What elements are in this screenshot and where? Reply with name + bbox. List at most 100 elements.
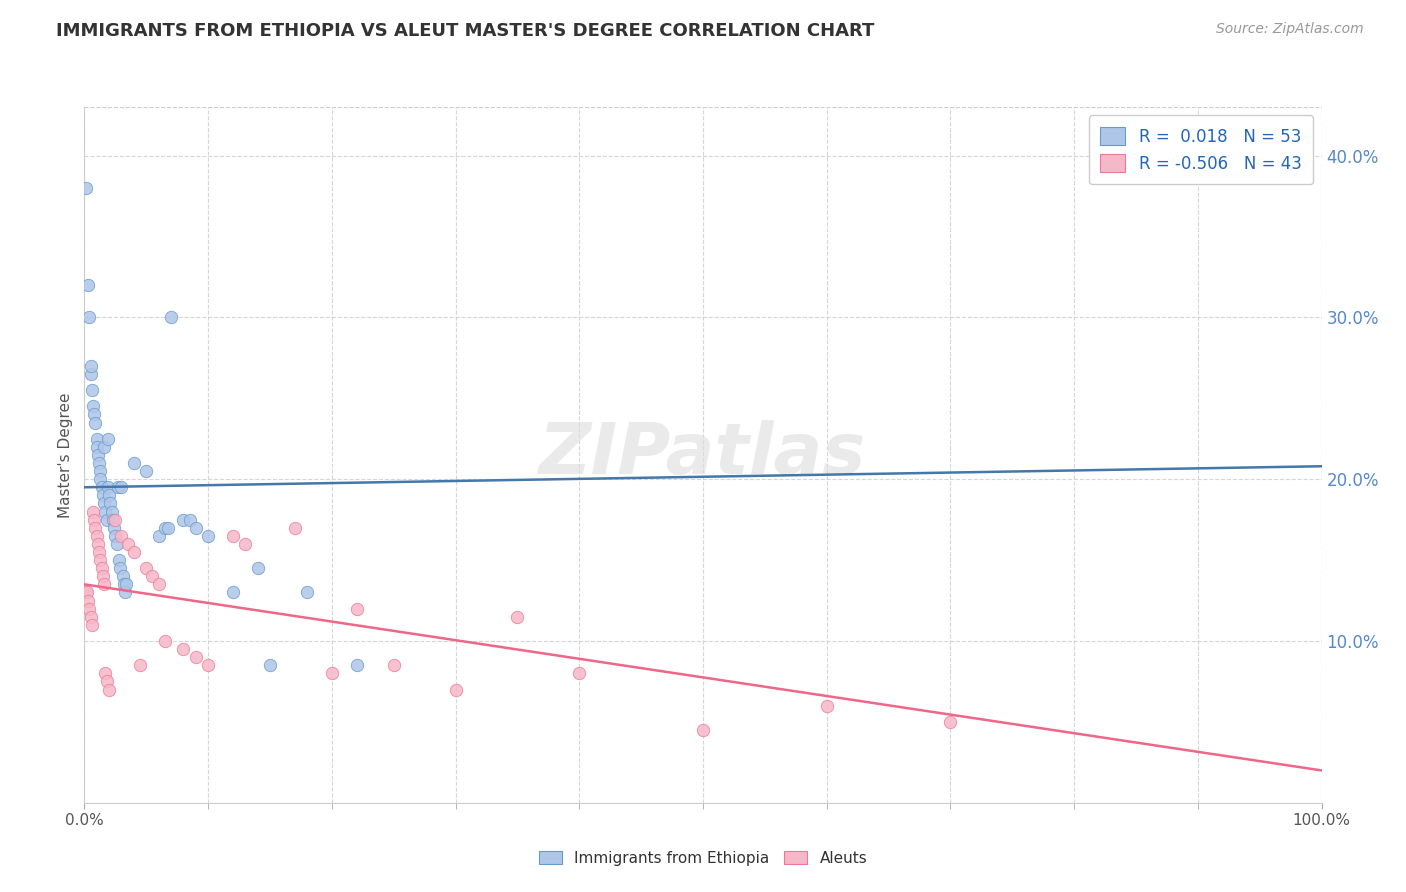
Legend: Immigrants from Ethiopia, Aleuts: Immigrants from Ethiopia, Aleuts: [533, 845, 873, 871]
Point: [76, 585, 98, 599]
Point: [97, 480, 120, 494]
Point: [75, 181, 97, 195]
Point: [89, 472, 111, 486]
Point: [135, 464, 157, 478]
Point: [89, 464, 111, 478]
Point: [184, 650, 207, 665]
Point: [104, 513, 127, 527]
Point: [222, 529, 245, 543]
Point: [101, 513, 124, 527]
Point: [321, 666, 343, 681]
Point: [110, 529, 132, 543]
Point: [179, 513, 201, 527]
Point: [135, 561, 157, 575]
Point: [82, 504, 104, 518]
Point: [77, 593, 100, 607]
Point: [93, 577, 115, 591]
Point: [129, 658, 152, 673]
Point: [103, 521, 125, 535]
Point: [97, 432, 120, 446]
Point: [444, 682, 467, 697]
Point: [815, 698, 838, 713]
Point: [160, 310, 183, 325]
Point: [93, 440, 115, 454]
Point: [222, 585, 245, 599]
Point: [197, 658, 219, 673]
Point: [93, 496, 115, 510]
Point: [107, 480, 129, 494]
Point: [111, 569, 134, 583]
Point: [148, 529, 170, 543]
Point: [284, 521, 307, 535]
Point: [82, 400, 104, 414]
Point: [89, 456, 111, 470]
Point: [295, 585, 318, 599]
Point: [83, 408, 105, 422]
Point: [84, 416, 107, 430]
Point: [148, 577, 170, 591]
Point: [98, 682, 121, 697]
Text: Source: ZipAtlas.com: Source: ZipAtlas.com: [1216, 22, 1364, 37]
Point: [122, 545, 145, 559]
Point: [96, 674, 118, 689]
Point: [172, 513, 194, 527]
Point: [110, 561, 132, 575]
Point: [692, 723, 714, 737]
Point: [122, 456, 145, 470]
Point: [84, 521, 107, 535]
Point: [153, 634, 176, 648]
Point: [86, 529, 108, 543]
Point: [197, 529, 219, 543]
Point: [568, 666, 591, 681]
Point: [114, 585, 136, 599]
Point: [141, 569, 163, 583]
Point: [115, 577, 138, 591]
Point: [98, 496, 121, 510]
Point: [75, 585, 97, 599]
Point: [172, 642, 194, 657]
Point: [79, 367, 101, 381]
Point: [506, 609, 529, 624]
Point: [105, 537, 128, 551]
Point: [259, 658, 281, 673]
Point: [80, 383, 103, 397]
Point: [86, 432, 108, 446]
Point: [87, 537, 110, 551]
Point: [939, 714, 962, 729]
Point: [83, 513, 105, 527]
Point: [87, 448, 110, 462]
Point: [79, 609, 101, 624]
Point: [89, 545, 111, 559]
Point: [80, 617, 103, 632]
Point: [94, 666, 117, 681]
Point: [117, 537, 139, 551]
Point: [89, 553, 111, 567]
Point: [90, 480, 112, 494]
Y-axis label: Master's Degree: Master's Degree: [58, 392, 73, 517]
Text: IMMIGRANTS FROM ETHIOPIA VS ALEUT MASTER'S DEGREE CORRELATION CHART: IMMIGRANTS FROM ETHIOPIA VS ALEUT MASTER…: [56, 22, 875, 40]
Point: [153, 521, 176, 535]
Point: [346, 601, 368, 615]
Point: [382, 658, 405, 673]
Text: ZIPatlas: ZIPatlas: [540, 420, 866, 490]
Point: [91, 488, 114, 502]
Point: [90, 561, 112, 575]
Point: [91, 569, 114, 583]
Point: [233, 537, 256, 551]
Point: [246, 561, 269, 575]
Point: [77, 278, 100, 293]
Point: [112, 577, 135, 591]
Point: [157, 521, 180, 535]
Point: [346, 658, 368, 673]
Point: [100, 504, 122, 518]
Point: [110, 480, 132, 494]
Point: [108, 553, 131, 567]
Point: [79, 359, 101, 373]
Point: [184, 521, 207, 535]
Point: [98, 488, 121, 502]
Point: [94, 504, 117, 518]
Point: [96, 513, 118, 527]
Point: [79, 310, 101, 325]
Point: [86, 440, 108, 454]
Point: [79, 601, 101, 615]
